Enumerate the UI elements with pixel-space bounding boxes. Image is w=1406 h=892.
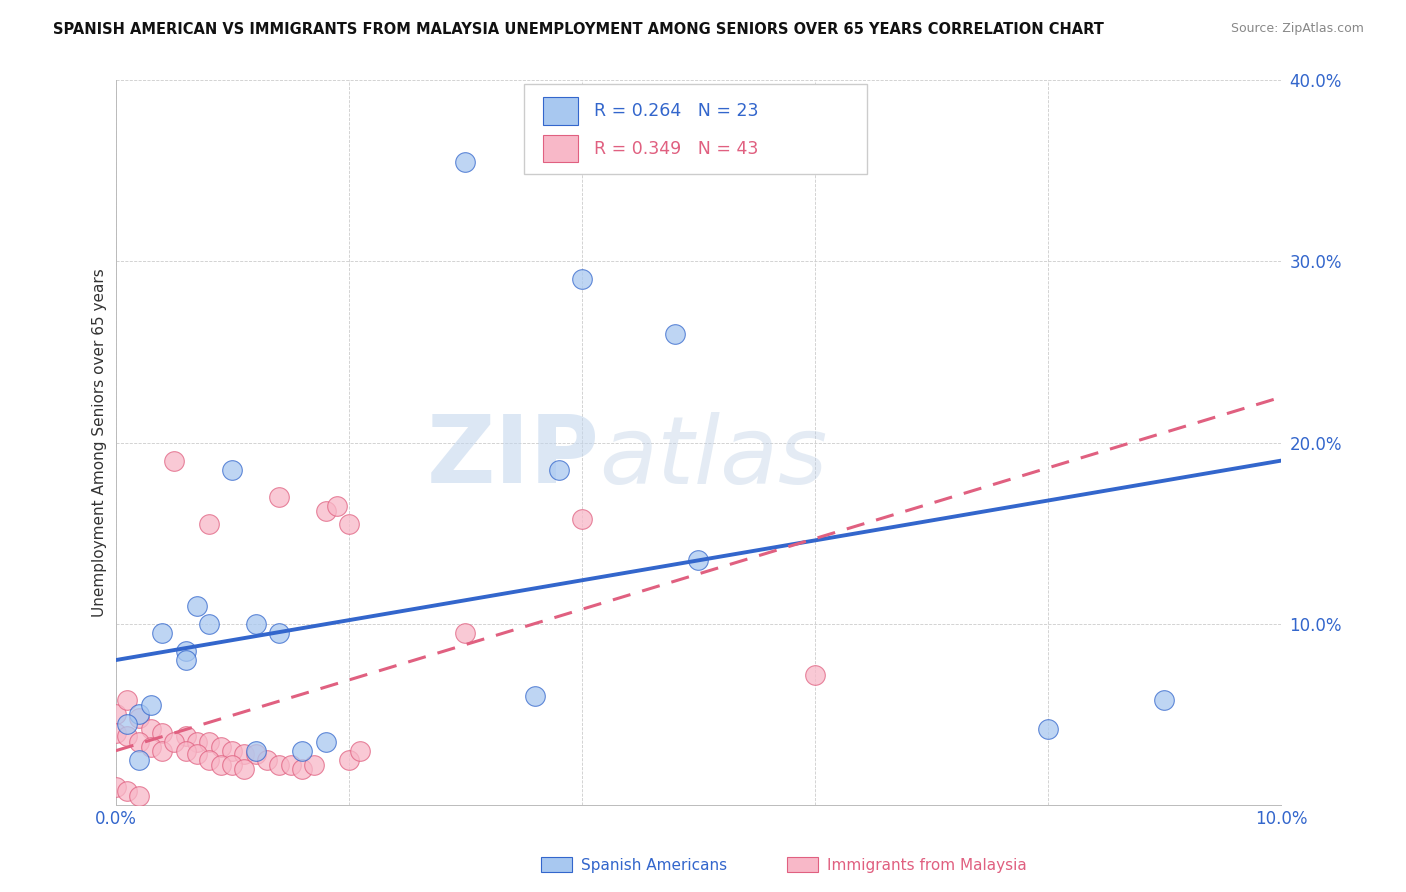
Point (349, 744, 371, 758)
Point (128, 753, 150, 767)
Point (117, 729, 139, 743)
Point (152, 725, 174, 739)
Point (186, 734, 208, 748)
Point (267, 758, 290, 772)
Point (267, 625, 290, 640)
Point (221, 758, 243, 772)
FancyBboxPatch shape (523, 84, 868, 174)
Point (128, 707, 150, 722)
Point (256, 753, 278, 767)
Point (198, 734, 221, 748)
Point (291, 762, 314, 776)
Point (245, 744, 267, 758)
Text: Spanish Americans: Spanish Americans (581, 858, 727, 872)
Point (571, 272, 593, 286)
Text: Source: ZipAtlas.com: Source: ZipAtlas.com (1230, 22, 1364, 36)
FancyBboxPatch shape (543, 97, 578, 125)
Point (454, 625, 477, 640)
Text: R = 0.349   N = 43: R = 0.349 N = 43 (593, 139, 758, 158)
Point (337, 517, 360, 532)
Point (104, 707, 127, 722)
Point (163, 453, 186, 467)
Point (186, 599, 208, 613)
Point (233, 747, 256, 762)
Point (104, 725, 127, 739)
Point (664, 326, 686, 341)
Point (117, 693, 139, 707)
Point (245, 747, 267, 762)
Point (174, 653, 197, 667)
Point (454, 154, 477, 169)
Point (128, 711, 150, 725)
Point (128, 734, 150, 748)
Point (245, 616, 267, 631)
Point (163, 734, 186, 748)
Text: Immigrants from Malaysia: Immigrants from Malaysia (827, 858, 1026, 872)
Point (152, 625, 174, 640)
Point (198, 753, 221, 767)
Point (337, 753, 360, 767)
Point (128, 789, 150, 803)
Point (117, 716, 139, 731)
Point (688, 553, 710, 567)
Point (280, 758, 302, 772)
Point (209, 758, 232, 772)
Point (209, 740, 232, 755)
Point (174, 729, 197, 743)
Point (1036, 722, 1059, 736)
Point (315, 504, 337, 518)
Text: SPANISH AMERICAN VS IMMIGRANTS FROM MALAYSIA UNEMPLOYMENT AMONG SENIORS OVER 65 : SPANISH AMERICAN VS IMMIGRANTS FROM MALA… (53, 22, 1104, 37)
Point (571, 511, 593, 525)
Point (186, 747, 208, 762)
Point (117, 783, 139, 797)
Point (267, 490, 290, 504)
Point (547, 463, 569, 477)
Text: R = 0.264   N = 23: R = 0.264 N = 23 (593, 102, 758, 120)
Point (139, 722, 162, 736)
Point (198, 517, 221, 532)
Point (804, 667, 827, 681)
Y-axis label: Unemployment Among Seniors over 65 years: Unemployment Among Seniors over 65 years (93, 268, 107, 617)
Point (302, 758, 325, 772)
Point (291, 744, 314, 758)
Point (174, 744, 197, 758)
Point (233, 762, 256, 776)
Point (221, 463, 243, 477)
Point (139, 698, 162, 713)
FancyBboxPatch shape (543, 135, 578, 162)
Point (198, 616, 221, 631)
Point (326, 499, 349, 513)
Point (152, 744, 174, 758)
Point (104, 780, 127, 794)
Point (524, 690, 547, 704)
Text: ZIP: ZIP (426, 411, 599, 503)
Point (1153, 693, 1175, 707)
Point (174, 644, 197, 658)
Point (221, 744, 243, 758)
Point (315, 734, 337, 748)
Text: atlas: atlas (599, 411, 828, 502)
Point (139, 740, 162, 755)
